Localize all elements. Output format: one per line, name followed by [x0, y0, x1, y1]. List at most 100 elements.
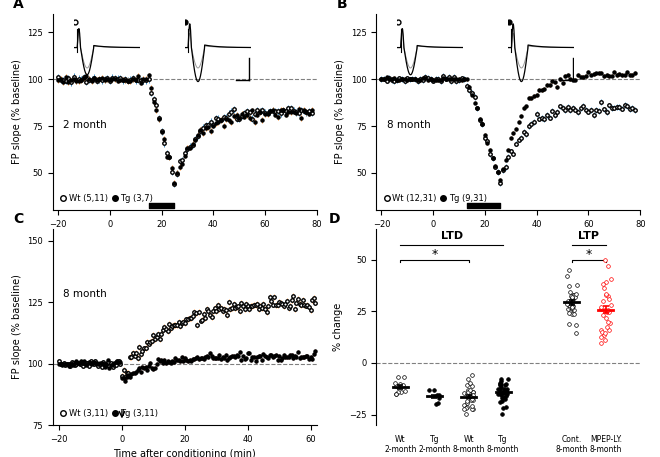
- Point: [495, 380, 506, 387]
- Point: [462, 390, 473, 398]
- Point: [464, 389, 475, 397]
- Point: [493, 385, 504, 393]
- Point: [467, 405, 478, 412]
- Point: [564, 301, 575, 308]
- Point: [566, 292, 577, 300]
- Point: [434, 392, 444, 399]
- Point: [461, 398, 472, 405]
- Point: [566, 298, 577, 306]
- Point: [468, 392, 478, 399]
- Point: [562, 273, 572, 280]
- Text: *: *: [585, 249, 592, 261]
- Point: [395, 381, 405, 388]
- Point: [463, 375, 473, 383]
- Point: [603, 292, 614, 299]
- Text: 2 month: 2 month: [63, 120, 107, 130]
- Point: [430, 400, 441, 408]
- Point: [390, 390, 401, 397]
- Point: [570, 293, 581, 300]
- Point: [467, 371, 477, 378]
- Point: [459, 390, 469, 397]
- Point: [601, 279, 611, 286]
- Point: [424, 387, 435, 394]
- Point: [599, 337, 610, 344]
- Point: [564, 304, 575, 311]
- Point: [600, 306, 611, 314]
- Point: [596, 328, 607, 335]
- Point: [465, 393, 476, 401]
- Point: [499, 393, 510, 401]
- Legend: Wt (12,31), Tg (9,31): Wt (12,31), Tg (9,31): [380, 191, 490, 206]
- Point: [605, 319, 615, 327]
- Point: [496, 398, 507, 405]
- Point: [501, 403, 512, 410]
- Point: [563, 297, 574, 304]
- Point: [465, 393, 476, 401]
- Point: [563, 306, 574, 313]
- Point: [602, 308, 612, 315]
- Point: [564, 282, 574, 289]
- Point: [600, 257, 611, 264]
- Point: [567, 293, 578, 300]
- Point: [468, 388, 478, 395]
- Point: [459, 401, 469, 409]
- Point: [499, 386, 510, 393]
- Point: [568, 296, 578, 303]
- Point: [392, 373, 403, 381]
- Point: [603, 306, 613, 314]
- Point: [564, 321, 575, 328]
- X-axis label: Time after conditioning (min): Time after conditioning (min): [437, 234, 579, 244]
- Point: [395, 388, 406, 395]
- Point: [468, 388, 478, 396]
- Point: [462, 400, 473, 407]
- Point: [603, 308, 614, 316]
- Point: [568, 303, 578, 310]
- Point: [501, 388, 512, 395]
- Point: [564, 309, 575, 316]
- Legend: Wt (3,11), Tg (3,11): Wt (3,11), Tg (3,11): [57, 405, 162, 421]
- Point: [466, 397, 477, 404]
- Point: [494, 389, 504, 396]
- Text: LTD: LTD: [441, 231, 463, 241]
- Point: [601, 314, 611, 322]
- Point: [596, 306, 607, 313]
- Point: [564, 301, 575, 308]
- Text: LTP: LTP: [578, 231, 599, 241]
- Point: [391, 390, 401, 398]
- X-axis label: Time after conditioning (min): Time after conditioning (min): [114, 449, 256, 457]
- Point: [500, 382, 511, 389]
- Point: [502, 385, 513, 393]
- Point: [599, 332, 609, 339]
- Point: [598, 312, 609, 319]
- Point: [496, 376, 506, 383]
- Y-axis label: % change: % change: [333, 303, 343, 351]
- Point: [495, 381, 506, 388]
- Point: [596, 303, 607, 310]
- Point: [495, 398, 506, 405]
- Point: [461, 403, 472, 410]
- Point: [606, 301, 616, 308]
- Point: [467, 402, 477, 409]
- Point: [601, 291, 611, 298]
- Point: [599, 329, 610, 337]
- Point: [567, 304, 578, 312]
- Point: [569, 292, 579, 299]
- Point: [465, 393, 475, 400]
- X-axis label: Time after conditioning (min): Time after conditioning (min): [114, 234, 256, 244]
- Point: [604, 327, 614, 334]
- Point: [497, 410, 508, 417]
- Point: [569, 310, 579, 318]
- Point: [495, 386, 506, 393]
- Point: [567, 294, 578, 302]
- Point: [494, 380, 505, 387]
- Point: [462, 382, 473, 389]
- Point: [432, 399, 443, 406]
- Text: C: C: [13, 212, 24, 226]
- Point: [468, 397, 478, 404]
- Point: [603, 295, 614, 303]
- Point: [467, 405, 477, 412]
- Point: [461, 404, 471, 411]
- Point: [500, 388, 511, 396]
- Point: [597, 298, 608, 305]
- Point: [567, 311, 578, 318]
